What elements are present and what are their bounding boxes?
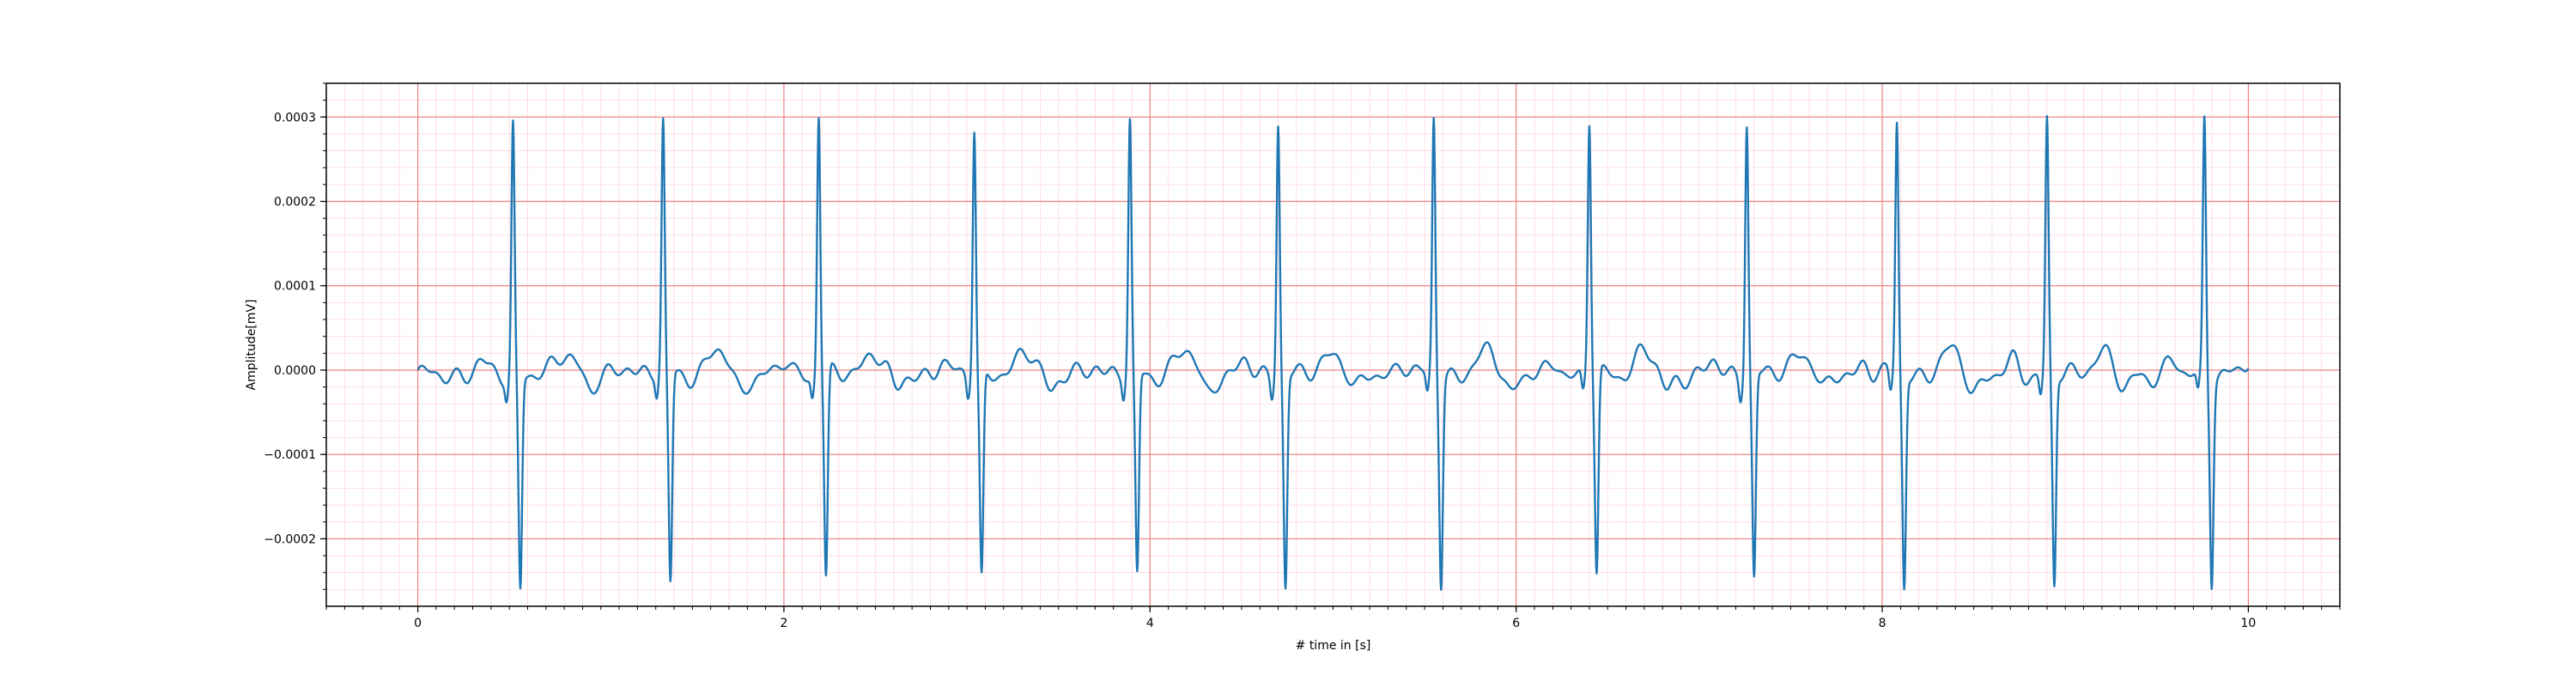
x-tick-label: 2 [780,617,787,630]
y-axis-ticks: −0.0002 −0.0001 0.0000 0.0001 0.0002 0.0003 [264,82,326,590]
x-tick-label: 4 [1146,617,1154,630]
ecg-signal-line [416,115,2250,591]
plot-area [325,82,2341,607]
x-axis-label: # time in [s] [1296,639,1371,653]
y-tick-label: 0.0001 [274,280,316,294]
x-axis-ticks: 0 2 4 6 8 10 [325,606,2341,630]
y-tick-label: 0.0002 [274,196,316,210]
y-axis-label: Amplitude[mV] [245,300,258,391]
major-grid [326,83,2340,606]
y-tick-label: 0.0000 [274,364,316,378]
x-tick-label: 10 [2240,617,2256,630]
y-tick-label: −0.0001 [264,448,316,462]
x-tick-label: 8 [1879,617,1886,630]
minor-grid [325,82,2341,606]
x-tick-label: 0 [414,617,422,630]
x-tick-label: 6 [1512,617,1520,630]
y-tick-label: 0.0003 [274,111,316,125]
y-tick-label: −0.0002 [264,532,316,546]
